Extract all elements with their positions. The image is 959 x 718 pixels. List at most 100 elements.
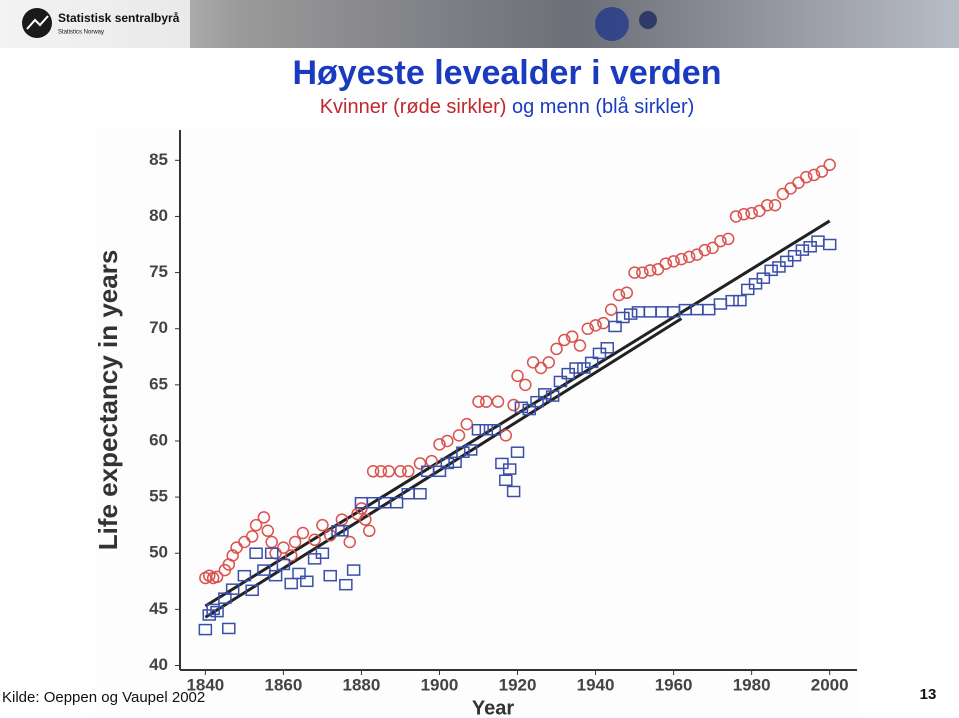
- square-marker: [389, 496, 404, 509]
- square-marker: [616, 311, 630, 324]
- circle-marker: [667, 255, 680, 268]
- circle-marker: [573, 339, 587, 352]
- square-marker: [502, 463, 517, 475]
- square-marker: [553, 375, 568, 388]
- banner-decoration: [595, 7, 629, 41]
- square-marker: [608, 320, 622, 333]
- circle-marker: [441, 434, 454, 448]
- square-marker: [471, 424, 486, 436]
- y-tick-label: 85: [149, 150, 168, 169]
- circle-marker: [413, 457, 427, 470]
- square-marker: [822, 238, 837, 251]
- circle-marker: [511, 369, 524, 383]
- circle-marker: [550, 342, 563, 356]
- square-marker: [514, 401, 529, 414]
- circle-marker: [628, 266, 641, 279]
- square-marker: [506, 485, 521, 498]
- square-marker: [479, 424, 494, 436]
- y-tick-label: 80: [149, 206, 168, 225]
- square-marker: [245, 584, 259, 597]
- square-marker: [510, 446, 525, 458]
- circle-marker: [433, 438, 446, 451]
- square-marker: [545, 390, 560, 402]
- circle-marker: [519, 378, 532, 392]
- square-marker: [456, 446, 470, 458]
- subtitle-men: og menn (blå sirkler): [512, 96, 694, 118]
- square-marker: [795, 244, 810, 256]
- banner-decoration: [639, 11, 657, 29]
- circle-marker: [296, 526, 310, 540]
- x-tick-label: 1940: [577, 675, 615, 694]
- square-marker: [292, 567, 306, 580]
- square-marker: [315, 547, 330, 559]
- square-marker: [600, 342, 615, 354]
- chart: 40 45 50 55 60 65 70 75 80 85 1840 1860 1880 1900 1920…: [149, 130, 857, 694]
- square-marker: [584, 356, 599, 369]
- square-marker: [487, 424, 501, 436]
- circle-marker: [210, 570, 224, 584]
- y-axis-label: Life expectancy in years: [93, 250, 123, 551]
- circle-marker: [452, 429, 466, 442]
- circle-marker: [288, 535, 302, 549]
- circle-marker: [394, 465, 407, 478]
- circle-marker: [761, 198, 774, 212]
- circle-marker: [768, 198, 782, 212]
- square-marker: [448, 456, 462, 469]
- x-tick-label: 1840: [186, 675, 224, 694]
- x-tick-label: 1900: [421, 675, 459, 694]
- circle-marker: [714, 234, 727, 248]
- square-marker: [569, 362, 583, 374]
- y-tick-label: 45: [149, 599, 168, 618]
- square-marker: [339, 578, 353, 591]
- slide-title: Høyeste levealder i verden: [292, 54, 721, 92]
- circle-marker: [257, 511, 271, 524]
- square-marker: [300, 575, 314, 588]
- square-marker: [284, 577, 298, 590]
- circle-marker: [491, 395, 505, 408]
- circle-marker: [706, 241, 719, 255]
- circle-marker: [343, 535, 356, 549]
- circle-marker: [226, 549, 239, 562]
- circle-marker: [589, 319, 602, 332]
- square-marker: [249, 547, 263, 559]
- circle-marker: [815, 165, 829, 178]
- circle-marker: [565, 330, 579, 343]
- circle-marker: [558, 333, 571, 347]
- circle-marker: [362, 524, 376, 538]
- square-marker: [764, 264, 778, 277]
- circle-marker: [612, 288, 626, 302]
- square-marker: [522, 403, 536, 416]
- circle-marker: [249, 518, 263, 532]
- circle-marker: [745, 206, 758, 220]
- y-tick-label: 50: [149, 543, 168, 562]
- circle-marker: [472, 395, 485, 408]
- circle-marker: [604, 303, 618, 316]
- circle-marker: [581, 322, 595, 335]
- x-tick-label: 1980: [733, 675, 771, 694]
- circle-marker: [620, 286, 634, 300]
- circle-marker: [374, 465, 388, 478]
- square-marker: [210, 605, 224, 618]
- x-axis-label: Year: [472, 697, 514, 718]
- circle-marker: [245, 530, 259, 543]
- circle-marker: [316, 518, 329, 532]
- y-tick-label: 40: [149, 655, 168, 674]
- circle-marker: [698, 243, 712, 257]
- square-marker: [733, 294, 747, 307]
- square-marker: [198, 623, 213, 636]
- square-marker: [463, 444, 478, 456]
- square-marker: [440, 457, 455, 470]
- chart-backdrop: [95, 128, 858, 718]
- circle-marker: [308, 533, 321, 547]
- logo-glyph: [26, 15, 49, 30]
- square-marker: [268, 569, 283, 582]
- x-tick-label: 2000: [811, 675, 849, 694]
- circle-marker: [636, 266, 649, 279]
- y-tick-label: 55: [149, 487, 168, 506]
- y-tick-label: 60: [149, 430, 168, 449]
- circle-marker: [721, 232, 735, 246]
- x-tick-label: 1880: [343, 675, 381, 694]
- square-marker: [725, 294, 739, 307]
- square-marker: [222, 622, 236, 635]
